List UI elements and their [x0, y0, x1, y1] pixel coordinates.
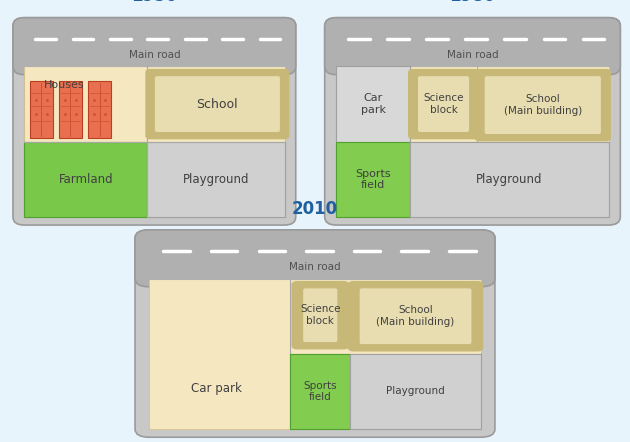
FancyBboxPatch shape — [484, 76, 602, 134]
FancyBboxPatch shape — [135, 230, 495, 437]
Text: Car
park: Car park — [361, 93, 386, 115]
Bar — [30, 81, 53, 137]
Bar — [147, 142, 285, 217]
FancyBboxPatch shape — [154, 76, 280, 133]
Bar — [24, 66, 285, 217]
Text: Car park: Car park — [191, 382, 242, 395]
FancyBboxPatch shape — [13, 18, 295, 225]
Text: Houses: Houses — [44, 80, 84, 90]
Text: School
(Main building): School (Main building) — [503, 94, 582, 116]
Text: Main road: Main road — [447, 50, 498, 60]
Bar — [336, 66, 410, 142]
Bar — [336, 26, 609, 66]
FancyBboxPatch shape — [135, 230, 495, 287]
FancyBboxPatch shape — [292, 282, 348, 349]
Text: Playground: Playground — [386, 386, 445, 396]
Text: Science
block: Science block — [300, 305, 341, 326]
Text: Farmland: Farmland — [59, 173, 113, 186]
Text: 1980: 1980 — [449, 0, 496, 5]
FancyBboxPatch shape — [348, 282, 483, 351]
Bar — [336, 142, 410, 217]
FancyBboxPatch shape — [146, 69, 289, 139]
Bar — [290, 354, 350, 429]
Bar — [149, 278, 481, 429]
FancyBboxPatch shape — [302, 288, 338, 343]
FancyBboxPatch shape — [359, 288, 472, 345]
Bar — [59, 81, 83, 137]
Text: 1950: 1950 — [131, 0, 178, 5]
Text: Playground: Playground — [476, 173, 542, 186]
Text: Sports
field: Sports field — [304, 381, 337, 402]
Bar — [149, 238, 481, 278]
FancyBboxPatch shape — [13, 18, 295, 75]
Text: Playground: Playground — [183, 173, 249, 186]
Bar — [350, 354, 481, 429]
FancyBboxPatch shape — [409, 69, 478, 139]
Bar — [149, 278, 290, 429]
Text: Main road: Main road — [289, 263, 341, 272]
FancyBboxPatch shape — [476, 69, 610, 141]
Bar — [24, 26, 285, 66]
Text: Science
block: Science block — [423, 93, 464, 115]
Text: Sports
field: Sports field — [355, 168, 391, 190]
Text: School
(Main building): School (Main building) — [376, 305, 455, 327]
FancyBboxPatch shape — [324, 18, 621, 75]
Bar — [336, 66, 609, 217]
Bar — [410, 142, 609, 217]
Text: Main road: Main road — [129, 50, 180, 60]
FancyBboxPatch shape — [324, 18, 621, 225]
Bar — [88, 81, 112, 137]
Bar — [24, 66, 147, 142]
Bar — [24, 142, 147, 217]
FancyBboxPatch shape — [418, 76, 469, 133]
Text: School: School — [197, 98, 238, 110]
Text: 2010: 2010 — [292, 200, 338, 217]
